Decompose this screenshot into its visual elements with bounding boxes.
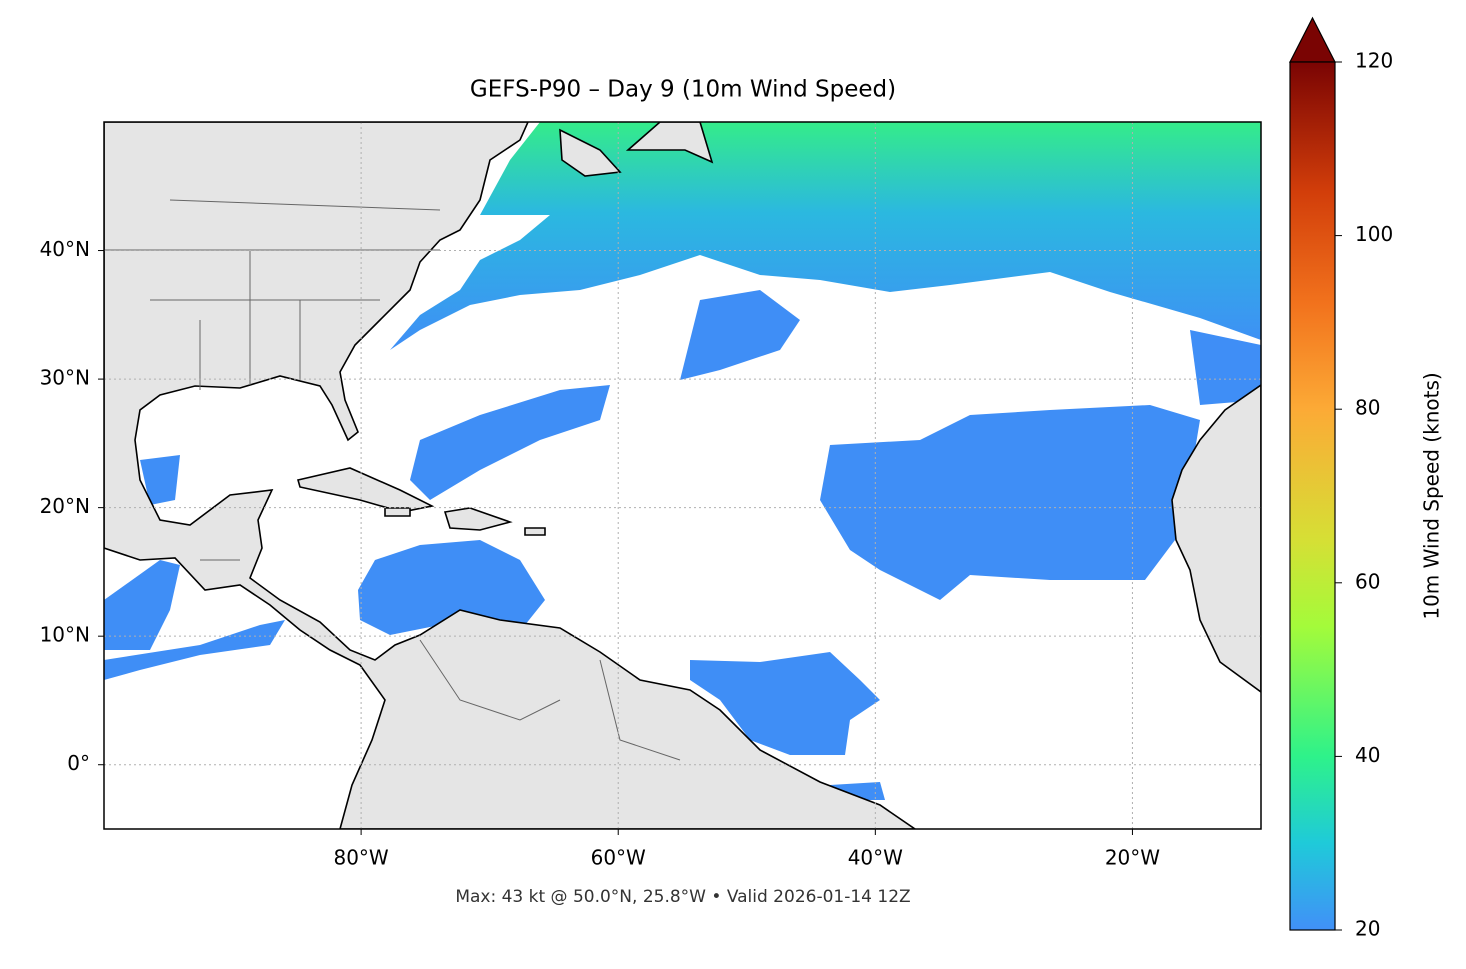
colorbar-tick-label: 100 bbox=[1355, 222, 1393, 246]
x-tick-label: 20°W bbox=[1105, 846, 1160, 870]
map bbox=[104, 122, 1261, 829]
map-frame bbox=[103, 121, 1262, 830]
colorbar-tick-label: 40 bbox=[1355, 743, 1380, 767]
y-tick-label: 20°N bbox=[40, 494, 90, 518]
wind-field bbox=[104, 122, 1261, 800]
y-tick-label: 40°N bbox=[40, 237, 90, 261]
borders bbox=[104, 199, 681, 761]
footer-note: Max: 43 kt @ 50.0°N, 25.8°W • Valid 2026… bbox=[455, 887, 910, 907]
chart-title: GEFS-P90 – Day 9 (10m Wind Speed) bbox=[470, 77, 896, 103]
y-tick-label: 10°N bbox=[40, 623, 90, 647]
colorbar-tick-label: 60 bbox=[1355, 569, 1380, 593]
y-tick-label: 0° bbox=[67, 751, 90, 775]
colorbar bbox=[1289, 61, 1336, 931]
colorbar-tick-label: 20 bbox=[1355, 917, 1380, 941]
x-tick-label: 60°W bbox=[591, 846, 646, 870]
colorbar-extend bbox=[1289, 16, 1336, 63]
colorbar-tick-label: 120 bbox=[1355, 49, 1393, 73]
colorbar-tick-label: 80 bbox=[1355, 396, 1380, 420]
x-tick-label: 40°W bbox=[848, 846, 903, 870]
land bbox=[104, 122, 1261, 829]
x-tick-label: 80°W bbox=[333, 846, 388, 870]
y-tick-label: 30°N bbox=[40, 366, 90, 390]
colorbar-label: 10m Wind Speed (knots) bbox=[1420, 372, 1444, 619]
